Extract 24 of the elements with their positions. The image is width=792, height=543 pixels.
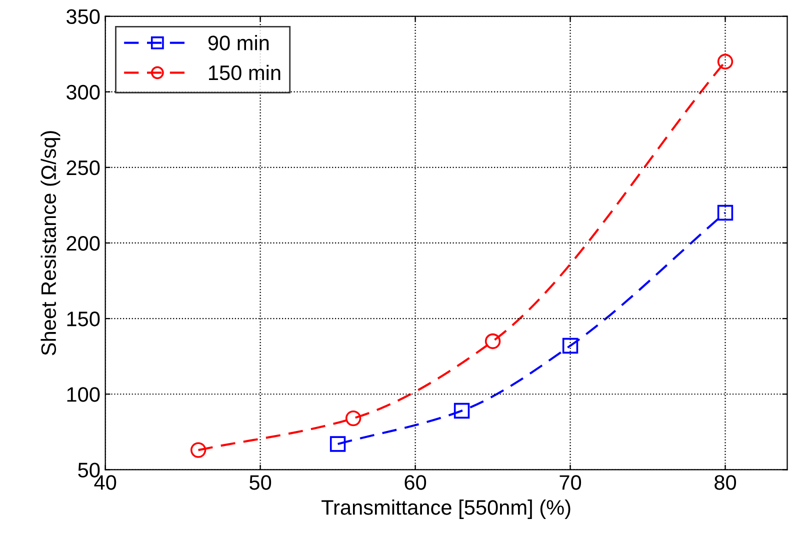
y-tick-label: 150 [67, 312, 100, 326]
legend-label: 90 min [208, 35, 269, 50]
y-tick-label: 100 [67, 387, 100, 402]
legend-label: 150 min [209, 64, 280, 80]
point [717, 54, 734, 70]
y-axis-title: Sheet Resistance (Ω/sq) [40, 131, 60, 356]
y-tick-label: 300 [66, 84, 100, 100]
x-axis-title: Transmittance [550nm] (%) [322, 500, 570, 519]
x-tick-label: 70 [560, 475, 582, 490]
point [454, 402, 470, 419]
point [190, 442, 206, 458]
point [345, 410, 362, 426]
x-tick-label: 40 [94, 475, 116, 490]
y-tick-label: 50 [78, 462, 100, 478]
x-tick-label: 60 [404, 475, 426, 490]
point [717, 204, 734, 221]
x-tick-label: 80 [714, 475, 736, 490]
point [562, 338, 578, 354]
point [484, 333, 501, 350]
point [330, 436, 346, 452]
y-tick-label: 200 [66, 236, 100, 251]
x-tick-label: 50 [250, 475, 272, 490]
y-tick-label: 350 [66, 9, 100, 24]
y-tick-label: 250 [66, 160, 100, 176]
